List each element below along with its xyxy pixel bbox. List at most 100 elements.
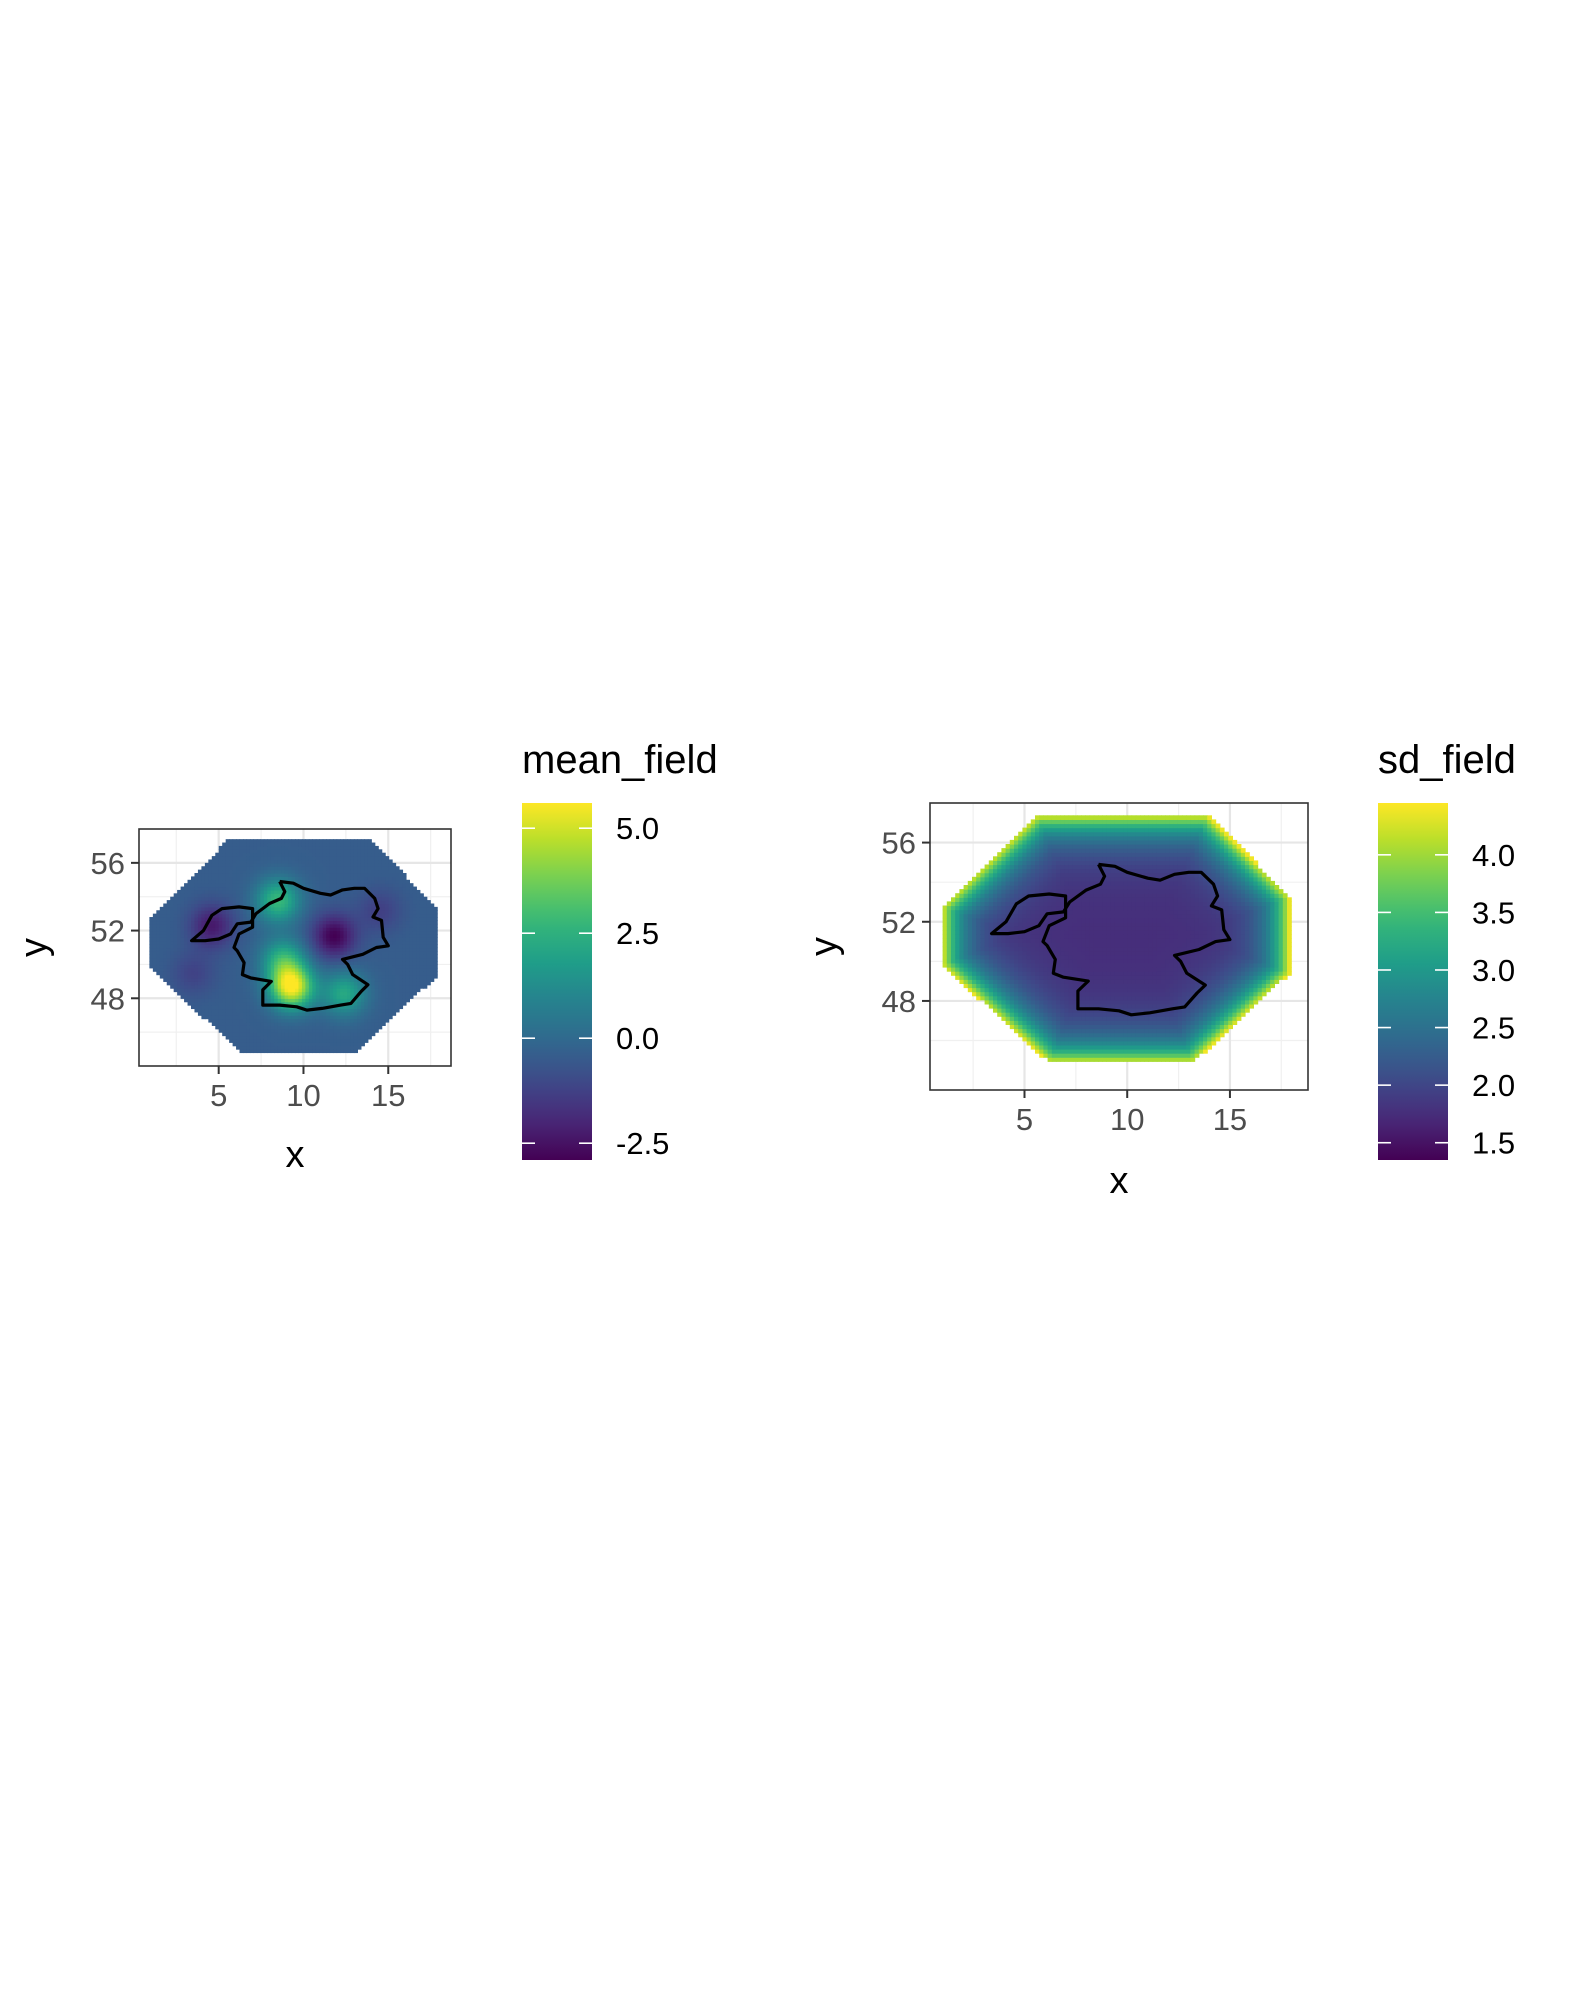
field-cell: [263, 900, 268, 905]
field-cell: [267, 873, 272, 877]
field-cell: [381, 920, 386, 925]
field-cell: [405, 903, 410, 908]
field-cell: [180, 957, 185, 962]
field-cell: [159, 923, 164, 928]
field-cell: [253, 873, 258, 877]
field-cell: [166, 964, 171, 969]
field-cell: [972, 942, 977, 948]
field-cell: [946, 934, 952, 939]
field-cell: [204, 950, 209, 955]
field-cell: [298, 1011, 303, 1016]
field-cell: [194, 917, 199, 922]
field-cell: [381, 961, 386, 966]
field-cell: [236, 967, 241, 972]
field-cell: [371, 981, 376, 986]
field-cell: [976, 967, 981, 972]
field-cell: [959, 946, 965, 952]
field-cell: [263, 1038, 268, 1043]
field-cell: [295, 1015, 300, 1020]
field-cell: [343, 944, 348, 949]
field-cell: [312, 1015, 317, 1020]
field-cell: [149, 947, 154, 952]
field-cell: [284, 1049, 289, 1054]
field-cell: [284, 859, 289, 864]
field-cell: [204, 896, 209, 901]
field-cell: [267, 927, 272, 932]
field-cell: [312, 998, 317, 1003]
field-cell: [347, 852, 352, 857]
field-cell: [1014, 1024, 1019, 1030]
field-cell: [308, 1049, 313, 1054]
field-cell: [326, 1011, 331, 1016]
field-cell: [305, 940, 310, 945]
field-cell: [249, 886, 254, 891]
field-cell: [392, 981, 397, 986]
field-cell: [260, 984, 265, 989]
field-cell: [270, 1018, 275, 1023]
field-cell: [1026, 856, 1032, 861]
field-cell: [378, 957, 383, 962]
field-cell: [298, 927, 303, 932]
field-cell: [180, 920, 185, 925]
field-cell: [239, 1035, 244, 1040]
field-cell: [225, 940, 230, 945]
field-cell: [988, 872, 994, 878]
field-cell: [378, 862, 383, 867]
field-cell: [357, 964, 362, 969]
field-cell: [347, 903, 352, 908]
field-cell: [409, 940, 414, 945]
field-cell: [371, 910, 376, 915]
field-cell: [256, 893, 261, 898]
field-cell: [180, 910, 185, 915]
field-cell: [229, 845, 234, 850]
field-cell: [295, 977, 300, 982]
field-cell: [343, 873, 348, 877]
field-cell: [322, 998, 327, 1003]
field-cell: [263, 930, 268, 935]
field-cell: [976, 983, 981, 989]
field-cell: [204, 893, 209, 898]
field-cell: [253, 1011, 258, 1016]
field-cell: [1026, 1024, 1032, 1030]
field-cell: [967, 975, 973, 980]
field-cell: [1005, 901, 1011, 907]
field-cell: [246, 933, 251, 938]
field-cell: [159, 906, 164, 911]
field-cell: [336, 862, 341, 867]
field-cell: [980, 905, 986, 911]
field-cell: [343, 994, 348, 999]
field-cell: [322, 977, 327, 982]
field-cell: [222, 849, 227, 854]
field-cell: [392, 998, 397, 1003]
field-cell: [173, 910, 178, 915]
field-cell: [409, 991, 414, 996]
field-cell: [312, 839, 317, 844]
field-cell: [1018, 868, 1023, 874]
field-cell: [322, 988, 327, 993]
field-cell: [253, 940, 258, 945]
field-cell: [249, 950, 254, 955]
field-cell: [347, 1015, 352, 1020]
field-cell: [249, 856, 254, 861]
field-cell: [1022, 971, 1028, 976]
field-cell: [329, 957, 334, 962]
field-cell: [409, 954, 414, 959]
field-cell: [374, 964, 379, 969]
field-cell: [256, 1025, 261, 1030]
field-cell: [246, 1005, 251, 1010]
field-cell: [329, 954, 334, 959]
field-cell: [367, 964, 372, 969]
field-cell: [308, 947, 313, 952]
field-cell: [295, 859, 300, 864]
field-cell: [333, 1038, 338, 1043]
field-cell: [201, 1011, 206, 1016]
field-cell: [329, 1025, 334, 1030]
field-cell: [1001, 893, 1007, 898]
field-cell: [253, 917, 258, 922]
field-cell: [295, 927, 300, 932]
field-cell: [177, 910, 182, 915]
field-cell: [340, 849, 345, 854]
field-cell: [215, 1008, 220, 1013]
field-cell: [308, 879, 313, 884]
field-cell: [378, 967, 383, 972]
